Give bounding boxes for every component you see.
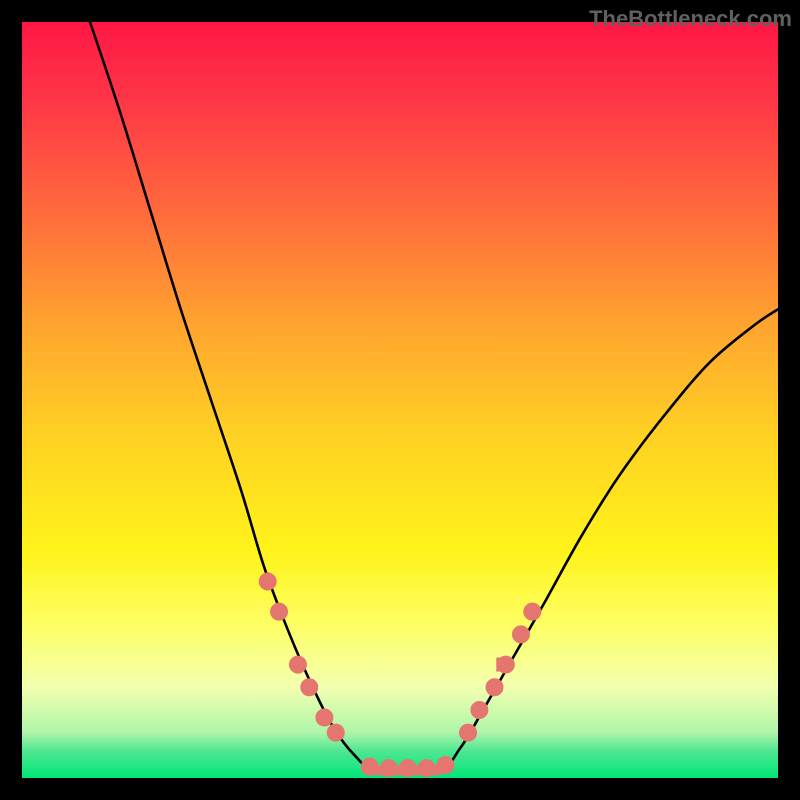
marker-bottom-4 <box>437 757 454 774</box>
watermark-text: TheBottleneck.com <box>589 6 792 32</box>
marker-right-0 <box>460 724 477 741</box>
marker-bottom-1 <box>380 760 397 777</box>
plot-background <box>22 22 778 778</box>
marker-left-3 <box>301 679 318 696</box>
marker-right-1 <box>471 701 488 718</box>
chart-outer: TheBottleneck.com <box>0 0 800 800</box>
marker-bottom-3 <box>418 760 435 777</box>
marker-right-2 <box>486 679 503 696</box>
marker-right-4 <box>512 626 529 643</box>
marker-left-4 <box>316 709 333 726</box>
marker-left-0 <box>259 573 276 590</box>
marker-bottom-0 <box>361 758 378 775</box>
marker-left-2 <box>289 656 306 673</box>
marker-bottom-2 <box>399 760 416 777</box>
marker-left-5 <box>327 724 344 741</box>
marker-right-5 <box>524 603 541 620</box>
marker-left-1 <box>271 603 288 620</box>
chart-svg <box>0 0 800 800</box>
